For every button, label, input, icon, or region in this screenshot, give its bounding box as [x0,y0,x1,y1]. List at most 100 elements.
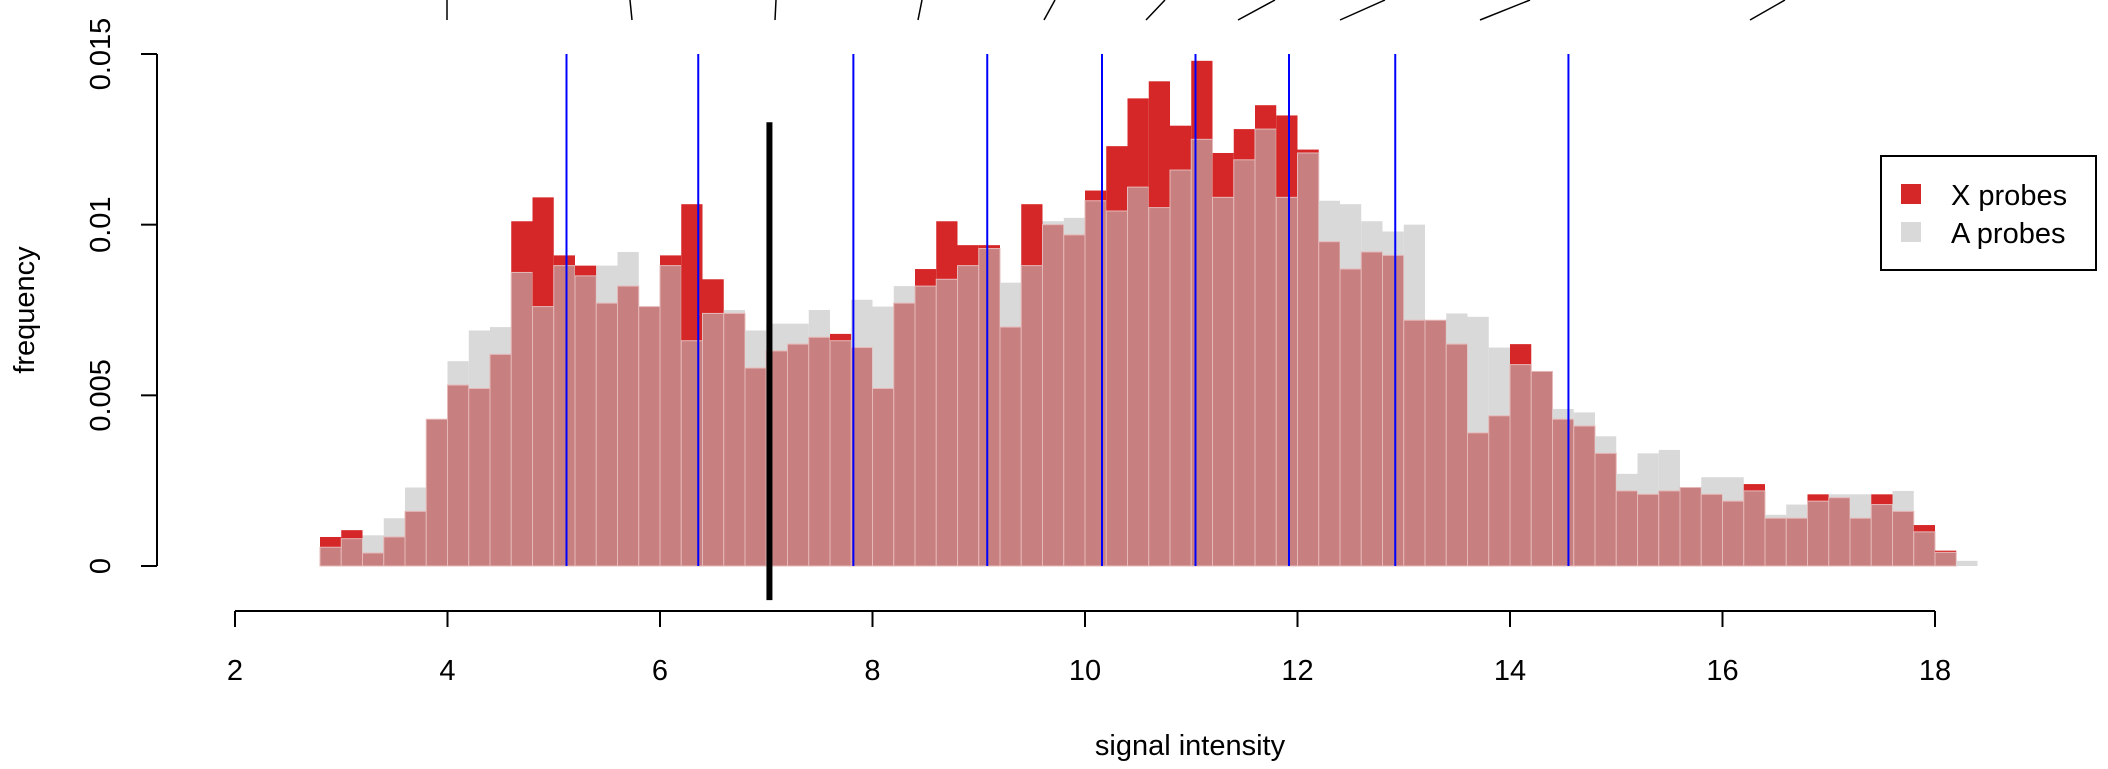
bar-a-probes [362,535,384,554]
x-tick-label: 14 [1494,655,1526,687]
bar-overlap [1127,186,1150,567]
legend-swatch-x-probes [1901,184,1921,204]
bar-overlap [340,538,363,567]
bar-a-probes [787,323,809,345]
bar-a-probes [617,251,639,287]
y-tick-label: 0.01 [85,196,117,252]
bar-a-probes [1616,473,1638,491]
bar-overlap [1190,138,1213,567]
bar-overlap [1212,196,1235,567]
bar-overlap [1339,268,1362,567]
bar-x-probes [1807,494,1829,502]
bar-overlap [808,336,831,567]
x-tick-label: 4 [439,655,455,687]
bar-overlap [319,546,342,567]
bar-a-probes [808,310,830,338]
bar-overlap [1233,159,1256,567]
bar-a-probes [872,306,894,389]
bar-a-probes [1467,316,1489,433]
bar-x-probes [1085,190,1107,201]
bar-overlap [1615,490,1638,567]
bar-a-probes [1765,514,1787,519]
x-axis: 2 4 6 8 10 12 14 16 18 [227,610,1951,687]
bar-overlap [468,388,491,567]
bar-a-probes [1637,453,1659,495]
bar-a-probes [447,361,469,386]
bar-a-probes [383,518,405,537]
bar-overlap [680,340,703,567]
bar-overlap [723,312,746,567]
bar-a-probes [1573,412,1595,427]
bar-a-probes [1786,504,1808,519]
bar-overlap [1105,210,1128,567]
bar-overlap [595,302,618,567]
bar-a-probes [1701,477,1723,495]
bar-a-probes [490,327,512,355]
bar-overlap [1318,241,1341,567]
bar-overlap [1785,517,1808,567]
bar-overlap [659,265,682,567]
bar-x-probes [1148,81,1170,208]
bar-x-probes [553,255,575,266]
bar-overlap [1913,531,1936,567]
legend: X probes A probes [1880,155,2097,271]
bar-a-probes [1446,313,1468,345]
x-tick-label: 12 [1281,655,1313,687]
x-tick-label: 6 [652,655,668,687]
bar-x-probes [1106,146,1128,212]
histogram-bars [319,60,1978,567]
bar-overlap [1658,490,1681,567]
bar-overlap [1467,432,1490,567]
bar-a-probes [893,286,915,304]
bar-overlap [1807,500,1830,567]
bar-overlap [1892,510,1915,567]
bar-a-probes [405,487,427,512]
top-slanted-ticks [446,0,1786,21]
bar-overlap [1700,493,1723,567]
bar-overlap [978,248,1001,567]
bar-overlap [893,302,916,567]
bar-a-probes [1318,200,1340,242]
legend-swatch-a-probes [1901,222,1921,242]
bar-x-probes [320,536,342,548]
x-tick-label: 2 [227,655,243,687]
bar-overlap [553,265,576,567]
bar-x-probes [575,265,597,276]
bar-overlap [1573,425,1596,567]
bar-overlap [787,343,810,567]
bar-a-probes [1722,477,1744,502]
bar-overlap [1403,319,1426,567]
bar-a-probes [1552,408,1574,420]
bar-overlap [489,353,512,567]
bar-overlap [1934,551,1957,567]
legend-label-x-probes: X probes [1951,180,2067,212]
bar-a-probes [468,330,490,389]
bar-x-probes [1127,98,1149,188]
x-tick-label: 8 [864,655,880,687]
x-tick-label: 18 [1919,655,1951,687]
bar-a-probes [1042,221,1064,225]
bar-a-probes [1892,490,1914,512]
bar-x-probes [1871,494,1893,505]
bar-overlap [1828,497,1851,567]
bar-overlap [1488,415,1511,567]
bar-overlap [914,285,937,567]
bar-x-probes [532,197,554,307]
reference-lines [565,54,1570,601]
bar-overlap [383,536,406,567]
bar-x-probes [978,245,1000,249]
bar-overlap [872,388,895,567]
bar-overlap [744,367,767,567]
bar-a-probes [1828,494,1850,498]
bar-overlap [1445,343,1468,567]
bar-x-probes [1743,484,1765,491]
x-tick-label: 16 [1706,655,1738,687]
bar-overlap [447,384,470,567]
bar-overlap [1743,490,1766,567]
bar-overlap [1084,200,1107,567]
bar-overlap [1063,234,1086,567]
bar-overlap [957,265,980,567]
bar-x-probes [1510,344,1532,365]
y-tick-label: 0.005 [85,359,117,432]
